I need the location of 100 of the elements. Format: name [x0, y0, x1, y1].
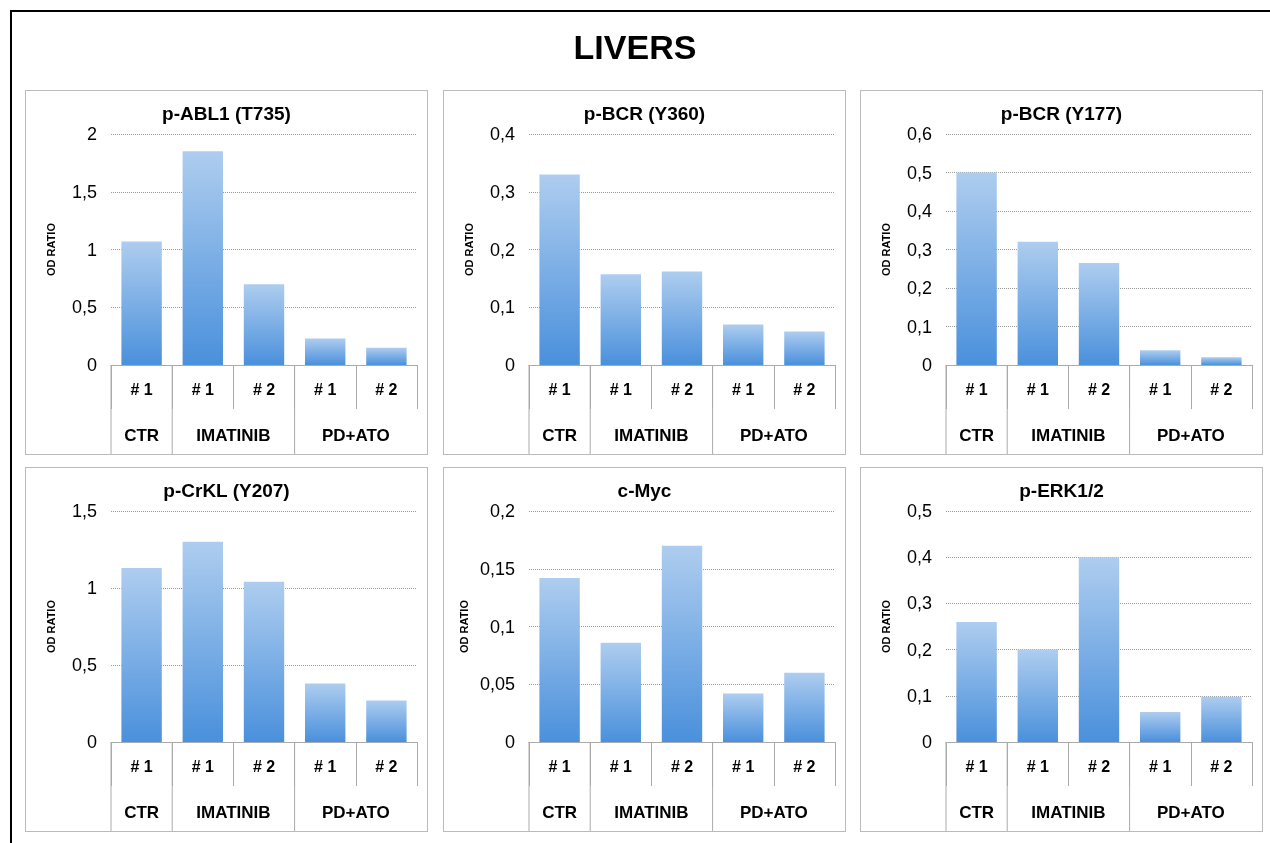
bar: [1140, 711, 1181, 742]
y-tick-label: 1: [86, 239, 97, 260]
y-axis-title: OD RATIO: [44, 599, 57, 653]
x-tick-label: # 1: [548, 380, 571, 398]
bar: [956, 172, 997, 365]
y-tick-label: 0: [921, 732, 932, 752]
x-tick-label: # 1: [609, 380, 633, 398]
x-tick-label: # 2: [375, 757, 398, 775]
chart-title: p-ERK1/2: [1019, 480, 1104, 501]
y-tick-label: 0,5: [71, 297, 97, 318]
x-tick-label: # 1: [130, 757, 153, 775]
bar: [784, 331, 825, 365]
text: LIVERS: [572, 28, 698, 67]
y-tick-label: 0,3: [906, 239, 932, 260]
y-tick-label: 0,6: [906, 124, 932, 144]
x-tick-label: # 2: [793, 380, 816, 398]
x-tick-label: # 1: [548, 757, 571, 775]
bar: [661, 545, 703, 742]
x-tick-label: # 2: [793, 757, 816, 775]
bar: [1201, 357, 1242, 365]
x-tick-label: # 2: [1210, 380, 1233, 398]
x-tick-label: # 1: [191, 757, 215, 775]
x-tick-label: # 1: [130, 380, 153, 398]
x-tick-label: # 1: [1026, 757, 1050, 775]
y-axis-title: OD RATIO: [457, 599, 470, 653]
bar: [182, 541, 223, 742]
bar: [243, 581, 285, 742]
bar: [600, 274, 641, 365]
bar: [539, 577, 580, 742]
text: IMATINIB: [196, 425, 271, 445]
text: PD+ATO: [321, 425, 390, 445]
y-tick-label: 0,1: [489, 616, 515, 637]
bar: [784, 672, 825, 742]
y-tick-label: 0: [86, 732, 97, 752]
text: IMATINIB: [196, 802, 271, 822]
bar: [956, 621, 997, 742]
x-tick-label: # 1: [314, 757, 337, 775]
bar: [539, 174, 580, 365]
text: PD+ATO: [739, 425, 808, 445]
y-tick-label: 0,4: [489, 124, 515, 144]
text: IMATINIB: [614, 425, 689, 445]
bar: [1140, 350, 1181, 365]
x-tick-label: # 2: [252, 757, 276, 775]
bar: [366, 347, 407, 365]
x-tick-label: # 2: [1087, 380, 1111, 398]
text: PD+ATO: [739, 802, 808, 822]
y-tick-label: 0,4: [906, 547, 932, 568]
text: IMATINIB: [614, 802, 689, 822]
y-tick-label: 0: [921, 355, 932, 375]
bar: [600, 642, 641, 742]
x-tick-label: # 2: [1087, 757, 1111, 775]
bar: [723, 324, 764, 365]
chart-title: c-Myc: [617, 480, 672, 501]
y-tick-label: 0,2: [906, 278, 932, 298]
text: CTR: [124, 425, 160, 445]
bar: [723, 693, 764, 742]
y-axis-title: OD RATIO: [44, 222, 57, 276]
y-axis-title: OD RATIO: [879, 222, 892, 276]
text: CTR: [959, 802, 995, 822]
bar: [1078, 557, 1120, 742]
y-tick-label: 1,5: [71, 501, 97, 521]
x-tick-label: # 2: [375, 380, 398, 398]
text: IMATINIB: [1031, 802, 1106, 822]
y-tick-label: 2: [86, 124, 97, 144]
y-tick-label: 1,5: [71, 181, 97, 202]
bar: [305, 338, 346, 365]
y-tick-label: 0,5: [906, 501, 932, 521]
x-tick-label: # 1: [1026, 380, 1050, 398]
x-tick-label: # 1: [191, 380, 215, 398]
bar: [1201, 696, 1242, 742]
x-tick-label: # 1: [314, 380, 337, 398]
y-tick-label: 0,15: [479, 558, 515, 579]
x-tick-label: # 1: [965, 757, 988, 775]
bar: [121, 241, 162, 365]
x-tick-label: # 1: [732, 380, 755, 398]
chart-title: p-BCR (Y360): [583, 103, 706, 124]
x-tick-label: # 1: [732, 757, 755, 775]
y-tick-label: 0: [504, 732, 515, 752]
bar: [1078, 262, 1120, 365]
x-tick-label: # 1: [965, 380, 988, 398]
y-tick-label: 0,1: [906, 685, 932, 706]
x-tick-label: # 2: [670, 757, 694, 775]
text: CTR: [542, 802, 578, 822]
y-tick-label: 1: [86, 578, 97, 598]
text: CTR: [542, 425, 578, 445]
bar: [1017, 649, 1058, 742]
x-tick-label: # 2: [670, 380, 694, 398]
y-axis-title: OD RATIO: [462, 222, 475, 276]
text: IMATINIB: [1031, 425, 1106, 445]
y-tick-label: 0,3: [489, 181, 515, 202]
y-tick-label: 0: [504, 355, 515, 375]
y-tick-label: 0,5: [71, 655, 97, 675]
y-tick-label: 0,3: [906, 593, 932, 614]
y-tick-label: 0: [86, 355, 97, 375]
bar: [243, 284, 285, 365]
y-tick-label: 0,2: [906, 639, 932, 660]
bar: [366, 700, 407, 742]
text: PD+ATO: [1156, 425, 1225, 445]
text: PD+ATO: [1156, 802, 1225, 822]
text: CTR: [959, 425, 995, 445]
